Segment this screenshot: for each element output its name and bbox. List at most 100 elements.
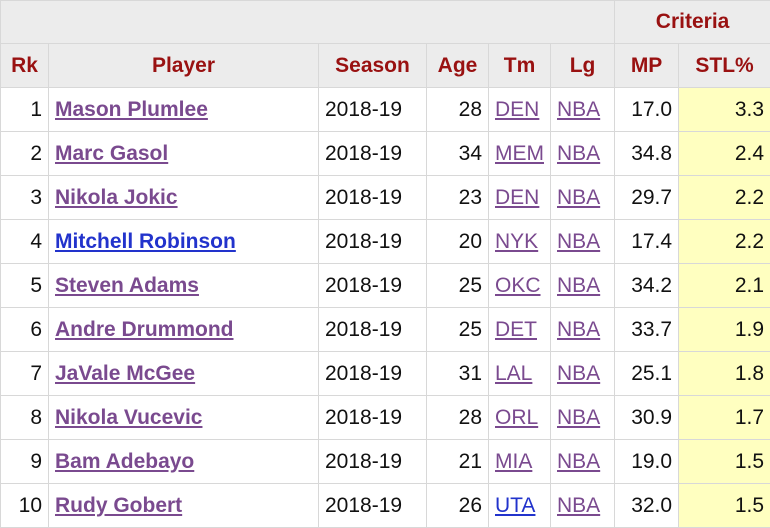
steal-pct: 2.1 <box>678 263 770 308</box>
minutes: 32.0 <box>614 483 680 528</box>
season: 2018-19 <box>318 219 427 264</box>
minutes: 33.7 <box>614 307 680 352</box>
column-header: Age <box>426 43 489 88</box>
player-link[interactable]: Steven Adams <box>55 273 199 297</box>
league-link[interactable]: NBA <box>557 141 601 165</box>
team-link[interactable]: DET <box>495 317 537 341</box>
team-cell: UTA <box>488 483 551 528</box>
league-cell: NBA <box>549 263 616 308</box>
rank: 10 <box>0 483 49 528</box>
team-link[interactable]: OKC <box>495 273 541 297</box>
team-link[interactable]: UTA <box>495 493 536 517</box>
player-cell: Andre Drummond <box>48 307 319 352</box>
team-link[interactable]: LAL <box>495 361 533 385</box>
age: 34 <box>426 131 489 176</box>
age: 26 <box>426 483 489 528</box>
player-link[interactable]: Andre Drummond <box>55 317 234 341</box>
player-row: 7 JaVale McGee 2018-19 31 LAL NBA 25.1 1.8 <box>0 351 770 396</box>
steal-pct: 1.7 <box>678 395 770 440</box>
player-link[interactable]: Nikola Jokic <box>55 185 178 209</box>
column-header: MP <box>614 43 680 88</box>
rank: 2 <box>0 131 49 176</box>
team-cell: NYK <box>488 219 551 264</box>
player-link[interactable]: Mason Plumlee <box>55 97 208 121</box>
team-link[interactable]: ORL <box>495 405 539 429</box>
league-cell: NBA <box>549 439 616 484</box>
season: 2018-19 <box>318 131 427 176</box>
team-cell: DEN <box>488 175 551 220</box>
player-row: 2 Marc Gasol 2018-19 34 MEM NBA 34.8 2.4 <box>0 131 770 176</box>
player-row: 1 Mason Plumlee 2018-19 28 DEN NBA 17.0 3.3 <box>0 87 770 132</box>
league-link[interactable]: NBA <box>557 317 601 341</box>
column-header: Lg <box>549 43 616 88</box>
player-link[interactable]: JaVale McGee <box>55 361 196 385</box>
league-link[interactable]: NBA <box>557 229 601 253</box>
league-cell: NBA <box>549 395 616 440</box>
team-cell: MIA <box>488 439 551 484</box>
column-header: Tm <box>488 43 551 88</box>
age: 28 <box>426 87 489 132</box>
player-cell: Nikola Vucevic <box>48 395 319 440</box>
player-link[interactable]: Nikola Vucevic <box>55 405 203 429</box>
rank: 8 <box>0 395 49 440</box>
age: 25 <box>426 307 489 352</box>
steal-pct: 1.5 <box>678 483 770 528</box>
rank: 3 <box>0 175 49 220</box>
league-cell: NBA <box>549 131 616 176</box>
age: 31 <box>426 351 489 396</box>
league-cell: NBA <box>549 483 616 528</box>
league-link[interactable]: NBA <box>557 405 601 429</box>
player-cell: Bam Adebayo <box>48 439 319 484</box>
league-link[interactable]: NBA <box>557 97 601 121</box>
steal-pct: 2.4 <box>678 131 770 176</box>
player-link[interactable]: Rudy Gobert <box>55 493 183 517</box>
player-link[interactable]: Mitchell Robinson <box>55 229 236 253</box>
column-header: Season <box>318 43 427 88</box>
league-link[interactable]: NBA <box>557 449 601 473</box>
player-link[interactable]: Marc Gasol <box>55 141 169 165</box>
team-link[interactable]: NYK <box>495 229 539 253</box>
season: 2018-19 <box>318 307 427 352</box>
team-link[interactable]: MEM <box>495 141 544 165</box>
season: 2018-19 <box>318 439 427 484</box>
team-cell: MEM <box>488 131 551 176</box>
season: 2018-19 <box>318 395 427 440</box>
player-cell: Nikola Jokic <box>48 175 319 220</box>
minutes: 29.7 <box>614 175 680 220</box>
league-cell: NBA <box>549 307 616 352</box>
age: 21 <box>426 439 489 484</box>
season: 2018-19 <box>318 483 427 528</box>
rank: 5 <box>0 263 49 308</box>
minutes: 17.0 <box>614 87 680 132</box>
team-link[interactable]: MIA <box>495 449 533 473</box>
player-cell: Mason Plumlee <box>48 87 319 132</box>
league-link[interactable]: NBA <box>557 361 601 385</box>
column-header: Rk <box>0 43 49 88</box>
team-cell: OKC <box>488 263 551 308</box>
team-link[interactable]: DEN <box>495 185 540 209</box>
team-link[interactable]: DEN <box>495 97 540 121</box>
steal-pct: 2.2 <box>678 175 770 220</box>
league-link[interactable]: NBA <box>557 493 601 517</box>
age: 28 <box>426 395 489 440</box>
age: 25 <box>426 263 489 308</box>
age: 20 <box>426 219 489 264</box>
steal-pct: 1.5 <box>678 439 770 484</box>
rank: 6 <box>0 307 49 352</box>
age: 23 <box>426 175 489 220</box>
player-row: 10 Rudy Gobert 2018-19 26 UTA NBA 32.0 1.5 <box>0 483 770 528</box>
league-cell: NBA <box>549 175 616 220</box>
empty-header <box>0 0 616 44</box>
minutes: 25.1 <box>614 351 680 396</box>
player-cell: Steven Adams <box>48 263 319 308</box>
season: 2018-19 <box>318 351 427 396</box>
league-link[interactable]: NBA <box>557 185 601 209</box>
league-link[interactable]: NBA <box>557 273 601 297</box>
player-link[interactable]: Bam Adebayo <box>55 449 195 473</box>
minutes: 17.4 <box>614 219 680 264</box>
column-header: STL% <box>678 43 770 88</box>
player-row: 3 Nikola Jokic 2018-19 23 DEN NBA 29.7 2.2 <box>0 175 770 220</box>
rank: 1 <box>0 87 49 132</box>
